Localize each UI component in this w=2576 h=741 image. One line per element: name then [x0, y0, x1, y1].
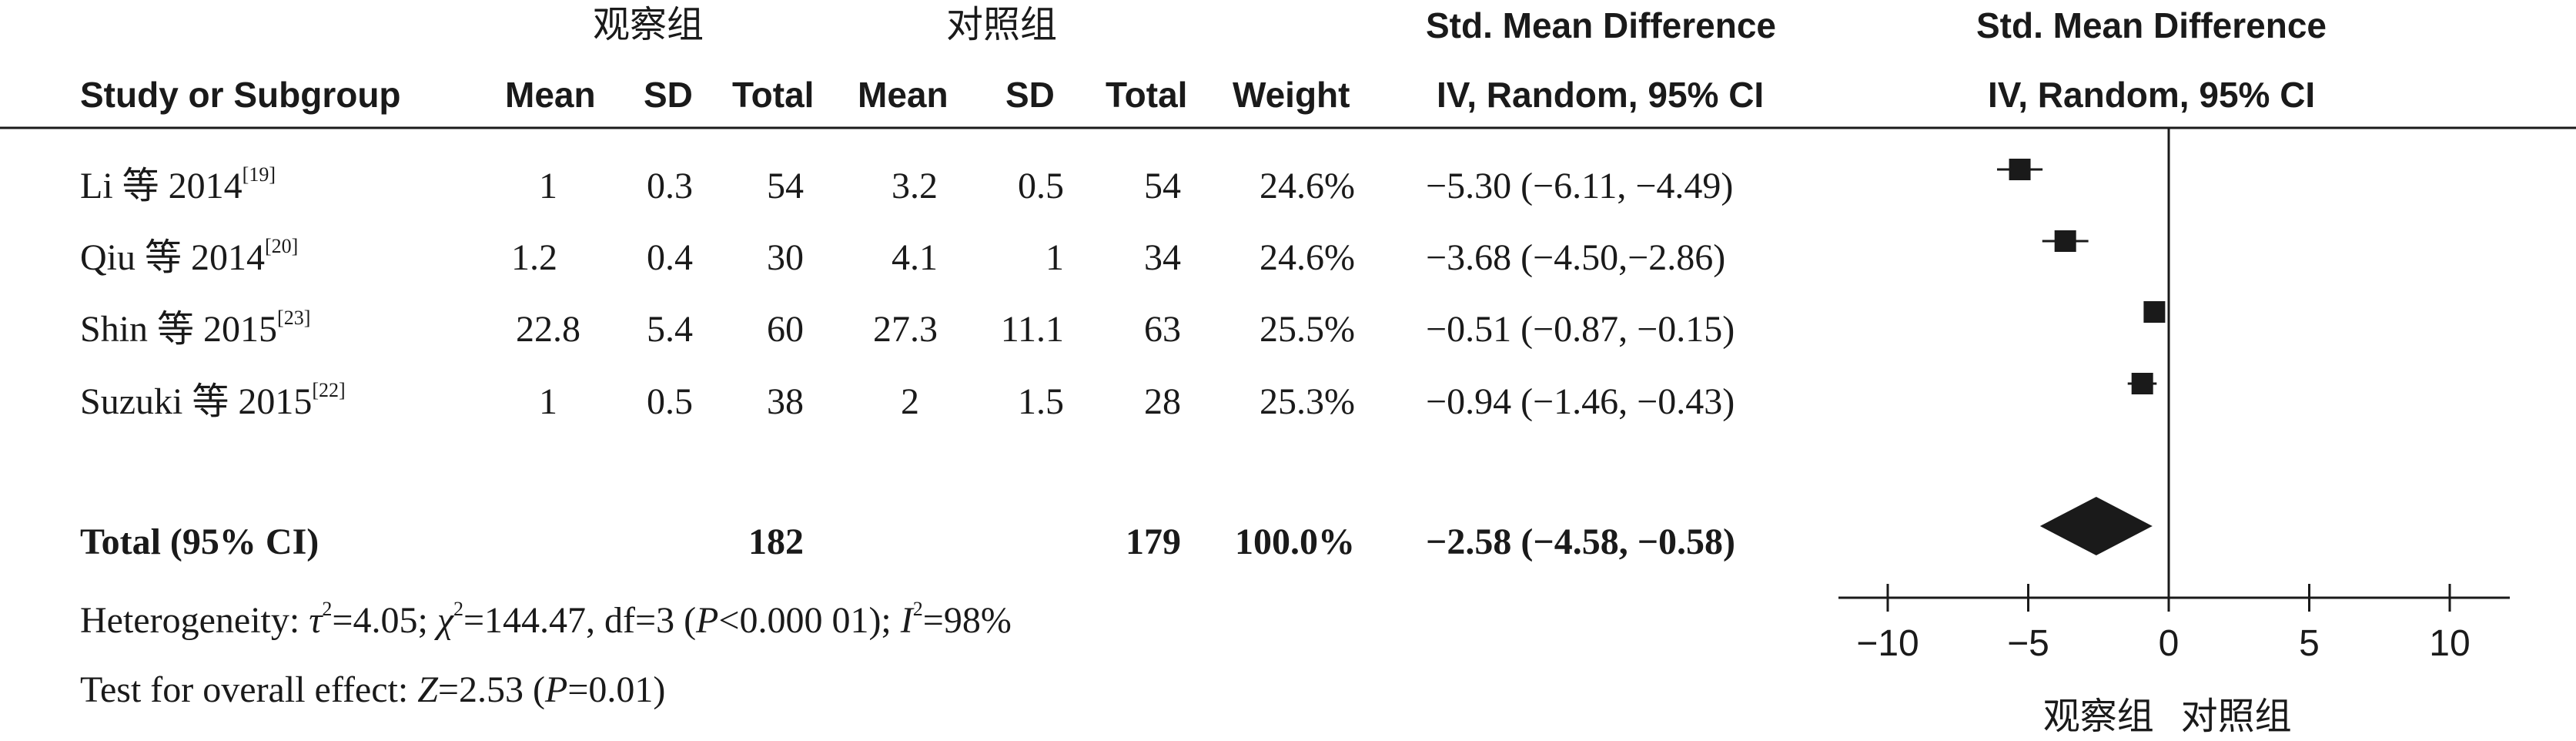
total-weight: 100.0% — [1235, 521, 1355, 562]
total-2: 63 — [1144, 309, 1181, 350]
weight: 25.3% — [1260, 381, 1355, 422]
mean-1: 22.8 — [516, 309, 580, 350]
sd-2: 1.5 — [1018, 381, 1064, 422]
col-header-sd-2: SD — [1005, 75, 1055, 115]
study-name: Li 等 2014[19] — [80, 163, 276, 206]
total-1: 38 — [767, 381, 804, 422]
col-header-sd-1: SD — [644, 75, 693, 115]
study-name: Suzuki 等 2015[22] — [80, 379, 346, 422]
effect-ci: −3.68 (−4.50,−2.86) — [1426, 237, 1726, 278]
effect-ci: −0.94 (−1.46, −0.43) — [1426, 381, 1735, 422]
study-marker — [2054, 230, 2076, 252]
axis-label-favours-control: 对照组 — [2181, 695, 2292, 738]
effect-header-1: Std. Mean Difference — [1426, 5, 1776, 45]
sd-1: 0.5 — [647, 381, 693, 422]
sd-2: 1 — [1045, 237, 1064, 278]
sd-2: 0.5 — [1018, 166, 1064, 206]
study-marker — [2009, 159, 2031, 180]
total-label: Total (95% CI) — [80, 521, 319, 562]
x-tick-label: 5 — [2299, 623, 2320, 664]
study-name: Qiu 等 2014[20] — [80, 235, 299, 278]
plot-header-2: IV, Random, 95% CI — [1988, 75, 2316, 115]
total-1: 60 — [767, 309, 804, 350]
total-2: 28 — [1144, 381, 1181, 422]
overall-effect-text: Test for overall effect: Z=2.53 (P=0.01) — [80, 669, 666, 710]
col-header-total-2: Total — [1106, 75, 1188, 115]
total-1: 54 — [767, 166, 804, 206]
weight: 24.6% — [1260, 166, 1355, 206]
col-header-ci: IV, Random, 95% CI — [1437, 75, 1765, 115]
col-header-total-1: Total — [732, 75, 815, 115]
x-tick-label: 10 — [2429, 623, 2470, 664]
plot-header-1: Std. Mean Difference — [1976, 5, 2327, 45]
effect-ci: −5.30 (−6.11, −4.49) — [1426, 166, 1734, 206]
mean-1: 1 — [539, 381, 557, 422]
col-header-study: Study or Subgroup — [80, 75, 401, 115]
mean-1: 1 — [539, 166, 557, 206]
total-2: 34 — [1144, 237, 1181, 278]
sd-1: 0.3 — [647, 166, 693, 206]
x-tick-label: −5 — [2007, 623, 2049, 664]
group-header-control: 对照组 — [946, 3, 1058, 46]
pooled-diamond — [2039, 497, 2153, 555]
mean-2: 2 — [901, 381, 919, 422]
mean-2: 3.2 — [892, 166, 938, 206]
total-1: 30 — [767, 237, 804, 278]
weight: 25.5% — [1260, 309, 1355, 350]
weight: 24.6% — [1260, 237, 1355, 278]
total-count-1: 182 — [748, 521, 804, 562]
mean-1: 1.2 — [511, 237, 557, 278]
x-tick-label: 0 — [2159, 623, 2180, 664]
sd-1: 0.4 — [647, 237, 693, 278]
mean-2: 27.3 — [873, 309, 938, 350]
effect-ci: −0.51 (−0.87, −0.15) — [1426, 309, 1735, 350]
x-tick-label: −10 — [1856, 623, 1919, 664]
heterogeneity-text: Heterogeneity: τ2=4.05; χ2=144.47, df=3 … — [80, 598, 1012, 641]
study-marker — [2131, 373, 2153, 394]
group-header-observation: 观察组 — [593, 3, 704, 46]
sd-2: 11.1 — [1000, 309, 1064, 350]
study-name: Shin 等 2015[23] — [80, 307, 311, 350]
total-ci: −2.58 (−4.58, −0.58) — [1426, 521, 1736, 562]
col-header-weight: Weight — [1233, 75, 1350, 115]
total-count-2: 179 — [1126, 521, 1181, 562]
total-2: 54 — [1144, 166, 1181, 206]
col-header-mean-2: Mean — [858, 75, 948, 115]
mean-2: 4.1 — [892, 237, 938, 278]
axis-label-favours-observation: 观察组 — [2043, 695, 2154, 738]
study-marker — [2143, 301, 2166, 323]
col-header-mean-1: Mean — [505, 75, 596, 115]
sd-1: 5.4 — [647, 309, 693, 350]
